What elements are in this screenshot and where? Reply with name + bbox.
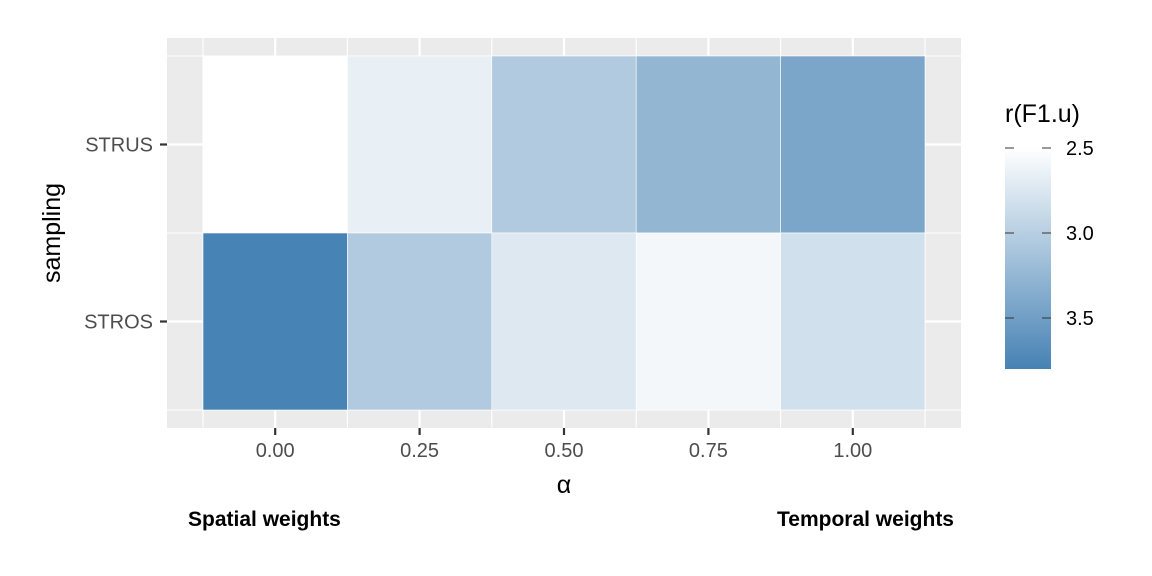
legend-tick-label: 2.5 xyxy=(1066,138,1094,160)
x-axis-title: α xyxy=(557,471,571,499)
x-tick-label: 0.00 xyxy=(256,440,295,462)
y-tick-label: STRUS xyxy=(85,135,153,157)
legend-ticks: 2.5 3.0 3.5 xyxy=(1005,138,1094,330)
heatmap-tile-strus-4 xyxy=(780,55,926,234)
heatmap-tile-strus-3 xyxy=(635,55,781,234)
x-tick-label: 0.50 xyxy=(545,440,584,462)
color-legend: r(F1.u) 2.5 3.0 3.5 xyxy=(1005,100,1094,369)
spatial-weights-caption: Spatial weights xyxy=(188,508,341,531)
heatmap-tile-stros-1 xyxy=(347,232,493,411)
legend-tick-label: 3.5 xyxy=(1066,308,1094,330)
x-axis: 0.00 0.25 0.50 0.75 1.00 xyxy=(256,428,872,462)
heatmap-tile-stros-3 xyxy=(635,232,781,411)
y-axis-title: sampling xyxy=(38,183,66,283)
heatmap-tile-stros-4 xyxy=(780,232,926,411)
x-tick-label: 0.25 xyxy=(400,440,439,462)
x-tick-label: 0.75 xyxy=(689,440,728,462)
heatmap-tile-stros-0 xyxy=(202,232,348,411)
temporal-weights-caption: Temporal weights xyxy=(777,508,954,531)
y-axis: STRUS STROS xyxy=(84,135,167,334)
y-tick-label: STROS xyxy=(84,312,153,334)
x-tick-label: 1.00 xyxy=(833,440,872,462)
heatmap-tiles xyxy=(202,55,926,411)
legend-title: r(F1.u) xyxy=(1005,100,1080,128)
legend-color-bar xyxy=(1005,148,1051,369)
heatmap-tile-strus-1 xyxy=(347,55,493,234)
heatmap-tile-stros-2 xyxy=(491,232,637,411)
legend-tick-label: 3.0 xyxy=(1066,223,1094,245)
heatmap-tile-strus-0 xyxy=(202,55,348,234)
heatmap-tile-strus-2 xyxy=(491,55,637,234)
